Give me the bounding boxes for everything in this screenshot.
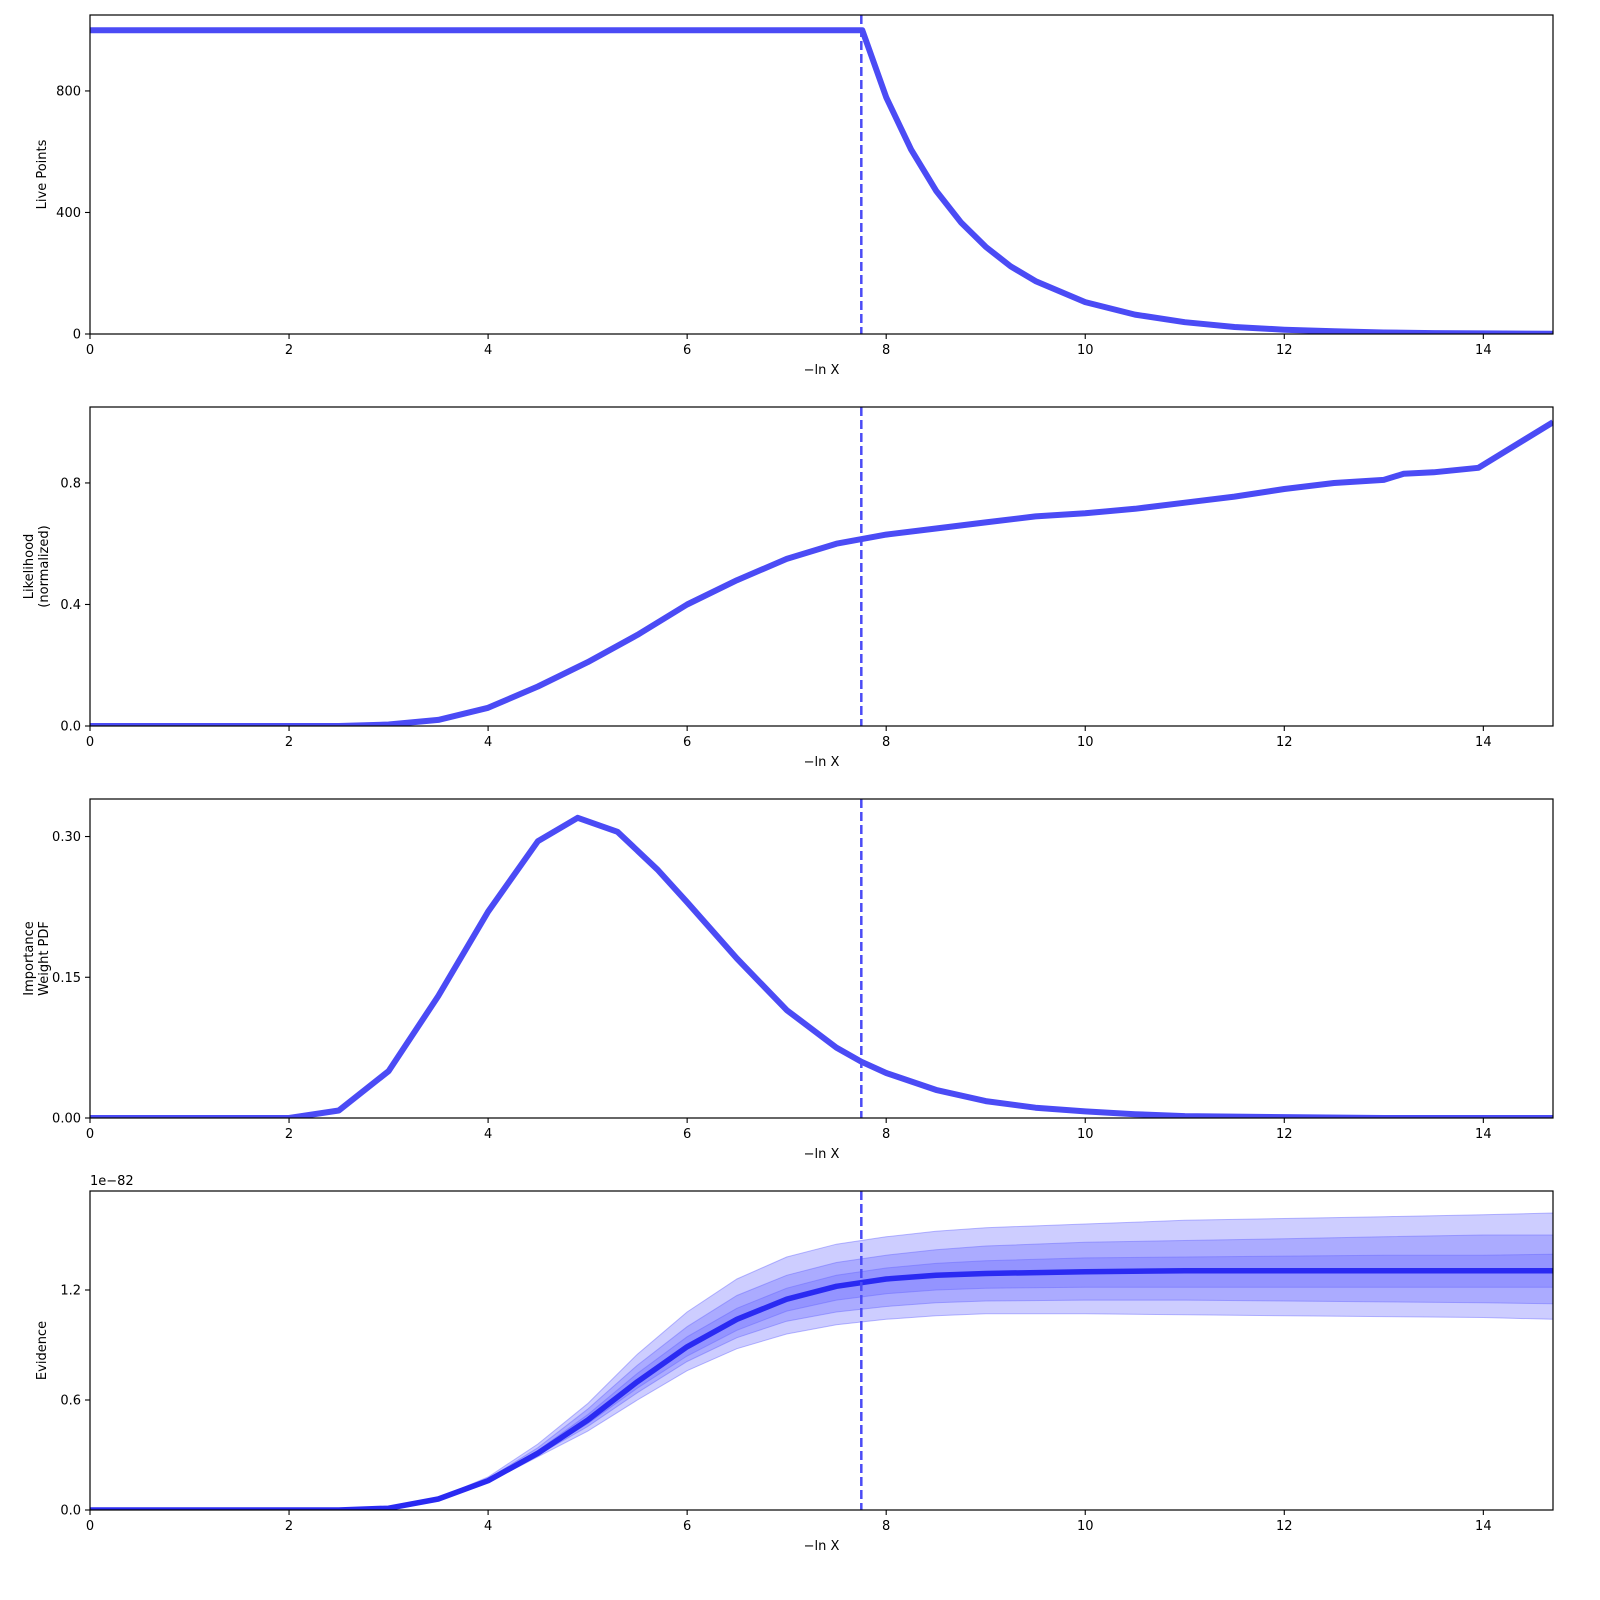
x-tick-label: 8 — [882, 1519, 890, 1534]
x-axis-label: −ln X — [804, 363, 840, 378]
panel-4: 0 2 4 6 8 10 12 14 0.0 0.6 1.2 −ln X Evidence 1e−82 — [35, 1174, 1554, 1554]
series-line — [90, 27, 1553, 334]
x-tick-label: 2 — [285, 735, 293, 750]
x-tick-label: 8 — [882, 1127, 890, 1142]
x-axis-label: −ln X — [804, 1539, 840, 1554]
panel-3: 0 2 4 6 8 10 12 14 0.00 0.15 0.30 −ln X ImportanceWe… — [22, 798, 1554, 1162]
x-tick-label: 4 — [484, 343, 492, 358]
x-tick-label: 12 — [1276, 1127, 1293, 1142]
y-tick-label: 0.15 — [52, 971, 81, 986]
axes-frame — [89, 406, 1554, 727]
y-axis-label: Evidence — [35, 1321, 50, 1380]
x-tick-label: 8 — [882, 343, 890, 358]
panel-1: 0 2 4 6 8 10 12 14 0 400 800 −ln X Live Points — [35, 14, 1554, 378]
evidence-band-3sigma — [90, 1212, 1553, 1510]
x-tick-label: 14 — [1475, 1519, 1492, 1534]
plot-area — [90, 27, 1553, 334]
x-tick-label: 12 — [1276, 343, 1293, 358]
x-tick-label: 0 — [86, 1519, 94, 1534]
y-tick-label: 800 — [56, 84, 81, 99]
y-tick-label: 0.0 — [60, 720, 81, 735]
y-axis-label: ImportanceWeight PDF — [22, 921, 52, 996]
x-tick-label: 0 — [86, 1127, 94, 1142]
x-tick-label: 6 — [683, 735, 691, 750]
x-tick-label: 4 — [484, 1519, 492, 1534]
x-tick-label: 0 — [86, 343, 94, 358]
series-line — [90, 814, 1553, 1118]
x-tick-label: 12 — [1276, 735, 1293, 750]
axes-frame — [89, 798, 1554, 1119]
x-tick-label: 2 — [285, 1127, 293, 1142]
plot-area — [90, 814, 1553, 1118]
x-tick-label: 0 — [86, 735, 94, 750]
x-tick-label: 14 — [1475, 343, 1492, 358]
x-tick-label: 4 — [484, 1127, 492, 1142]
x-tick-label: 14 — [1475, 1127, 1492, 1142]
evidence-median-line — [90, 1268, 1553, 1510]
y-tick-label: 400 — [56, 206, 81, 221]
y-tick-label: 0.6 — [60, 1394, 81, 1409]
x-tick-label: 10 — [1077, 1519, 1094, 1534]
x-tick-label: 6 — [683, 343, 691, 358]
x-tick-label: 12 — [1276, 1519, 1293, 1534]
x-tick-label: 4 — [484, 735, 492, 750]
x-tick-label: 10 — [1077, 343, 1094, 358]
x-tick-label: 14 — [1475, 735, 1492, 750]
x-tick-label: 2 — [285, 1519, 293, 1534]
x-tick-label: 6 — [683, 1519, 691, 1534]
evidence-band-1sigma — [90, 1253, 1553, 1510]
x-axis-label: −ln X — [804, 1147, 840, 1162]
y-tick-label: 0.8 — [60, 476, 81, 491]
x-tick-label: 10 — [1077, 1127, 1094, 1142]
series-line — [90, 419, 1553, 726]
plot-area — [90, 419, 1553, 726]
x-tick-label: 6 — [683, 1127, 691, 1142]
x-tick-label: 8 — [882, 735, 890, 750]
y-tick-label: 0.4 — [60, 598, 81, 613]
x-tick-label: 2 — [285, 343, 293, 358]
y-tick-label: 1.2 — [60, 1284, 81, 1299]
axes-frame — [89, 14, 1554, 335]
x-axis-label: −ln X — [804, 755, 840, 770]
y-axis-label: Live Points — [35, 139, 50, 209]
axes-frame — [89, 1190, 1554, 1511]
y-tick-label: 0 — [73, 328, 81, 343]
y-axis-label: Likelihood(normalized) — [22, 525, 52, 607]
plot-area — [90, 1212, 1553, 1510]
x-tick-label: 10 — [1077, 735, 1094, 750]
y-tick-label: 0.0 — [60, 1504, 81, 1519]
y-offset-text: 1e−82 — [90, 1174, 134, 1189]
panel-2: 0 2 4 6 8 10 12 14 0.0 0.4 0.8 −ln X Likelihood(norm… — [22, 406, 1554, 770]
y-tick-label: 0.30 — [52, 830, 81, 845]
y-tick-label: 0.00 — [52, 1112, 81, 1127]
